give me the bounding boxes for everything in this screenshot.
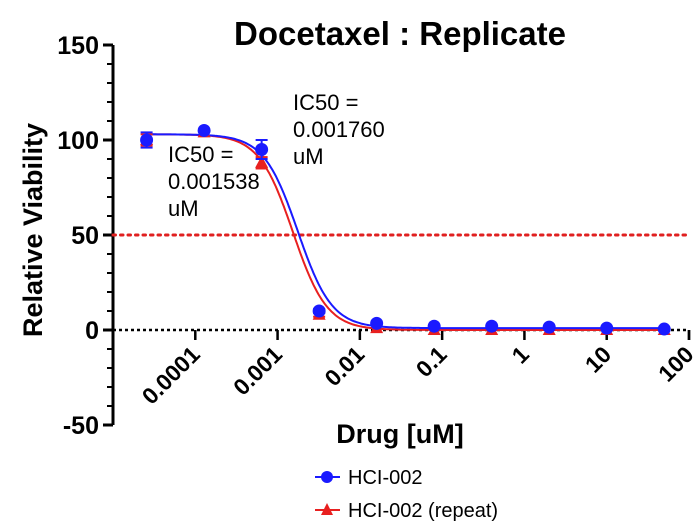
ic50-annotation: 0.001538 [168,169,260,194]
legend-circle-icon [321,471,333,483]
ic50-annotation: IC50 = [293,90,358,115]
data-point [657,322,671,336]
y-axis-label: Relative Viability [18,123,48,337]
y-tick-label: 100 [57,127,99,155]
fit-curve [145,133,668,330]
x-tick-label: 0.0001 [137,341,205,409]
legend-triangle-icon [321,503,333,515]
y-tick-label: 0 [85,317,99,345]
x-tick-label: 1 [507,341,535,369]
chart-title: Docetaxel : Replicate [234,15,566,52]
fit-curve [145,133,668,331]
x-tick-label: 100 [653,341,699,387]
data-point [312,304,326,318]
ic50-annotation: uM [168,196,199,221]
x-tick-label: 0.01 [319,341,369,391]
legend-label: HCI-002 (repeat) [348,500,498,522]
x-tick-label: 10 [580,341,616,377]
x-tick-label: 0.001 [228,341,287,400]
data-point [370,316,384,330]
x-tick-label: 0.1 [411,341,452,382]
y-tick-label: -50 [63,412,99,440]
y-tick-label: 50 [71,222,99,250]
data-point [600,321,614,335]
data-point [427,319,441,333]
ic50-annotation: 0.001760 [293,117,385,142]
ic50-annotation: uM [293,144,324,169]
data-point [485,319,499,333]
ic50-annotation: IC50 = [168,142,233,167]
legend-label: HCI-002 [348,467,422,489]
x-axis-label: Drug [uM] [336,419,463,449]
y-tick-label: 150 [57,32,99,60]
data-point [255,143,269,156]
data-point [140,133,154,147]
data-point [542,320,556,334]
data-point [197,124,211,137]
data-point [255,155,269,168]
